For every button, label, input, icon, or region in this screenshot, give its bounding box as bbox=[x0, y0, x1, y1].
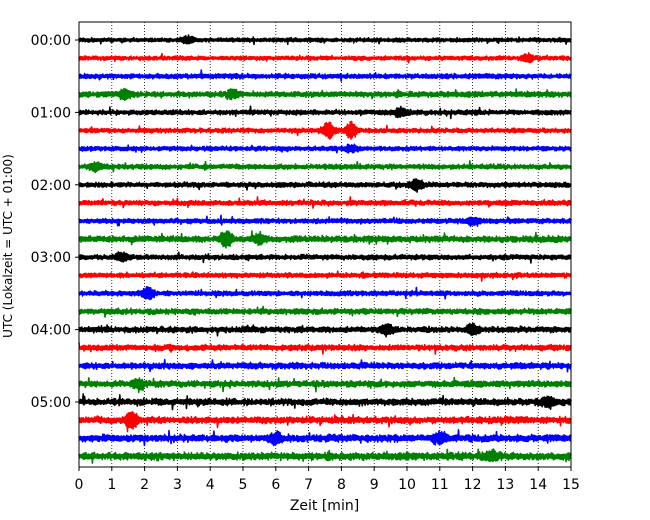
x-tick-label: 13 bbox=[496, 477, 514, 493]
x-tick-label: 0 bbox=[75, 477, 84, 493]
x-tick-label: 10 bbox=[398, 477, 416, 493]
x-tick-label: 11 bbox=[431, 477, 449, 493]
trace-0430 bbox=[78, 358, 572, 373]
y-tick-label: 01:00 bbox=[31, 105, 71, 121]
y-tick-label: 03:00 bbox=[31, 250, 71, 266]
x-tick-label: 9 bbox=[370, 477, 379, 493]
x-tick-label: 14 bbox=[529, 477, 547, 493]
x-tick-label: 2 bbox=[140, 477, 149, 493]
trace-layer bbox=[78, 34, 572, 464]
y-tick-label: 05:00 bbox=[31, 395, 71, 411]
y-tick-label: 04:00 bbox=[31, 323, 71, 339]
x-tick-label: 12 bbox=[464, 477, 482, 493]
y-tick-label: 02:00 bbox=[31, 178, 71, 194]
y-axis-ticks: 00:00 01:00 02:00 03:00 04:00 05:00 bbox=[31, 33, 79, 411]
plot-frame bbox=[78, 21, 572, 468]
trace-0515 bbox=[78, 411, 572, 433]
y-tick-label: 00:00 bbox=[31, 33, 71, 49]
x-tick-label: 15 bbox=[562, 477, 580, 493]
x-tick-label: 4 bbox=[206, 477, 215, 493]
x-tick-label: 5 bbox=[239, 477, 248, 493]
x-tick-label: 6 bbox=[271, 477, 280, 493]
x-tick-label: 8 bbox=[337, 477, 346, 493]
x-tick-label: 3 bbox=[173, 477, 182, 493]
x-axis-label: Zeit [min] bbox=[290, 498, 359, 514]
x-axis-ticks: 0 1 2 3 4 5 6 7 8 9 10 11 12 13 14 15 bbox=[75, 467, 580, 493]
y-axis-label: UTC (Lokalzeit = UTC + 01:00) bbox=[1, 154, 15, 338]
x-tick-label: 1 bbox=[107, 477, 116, 493]
x-tick-label: 7 bbox=[304, 477, 313, 493]
